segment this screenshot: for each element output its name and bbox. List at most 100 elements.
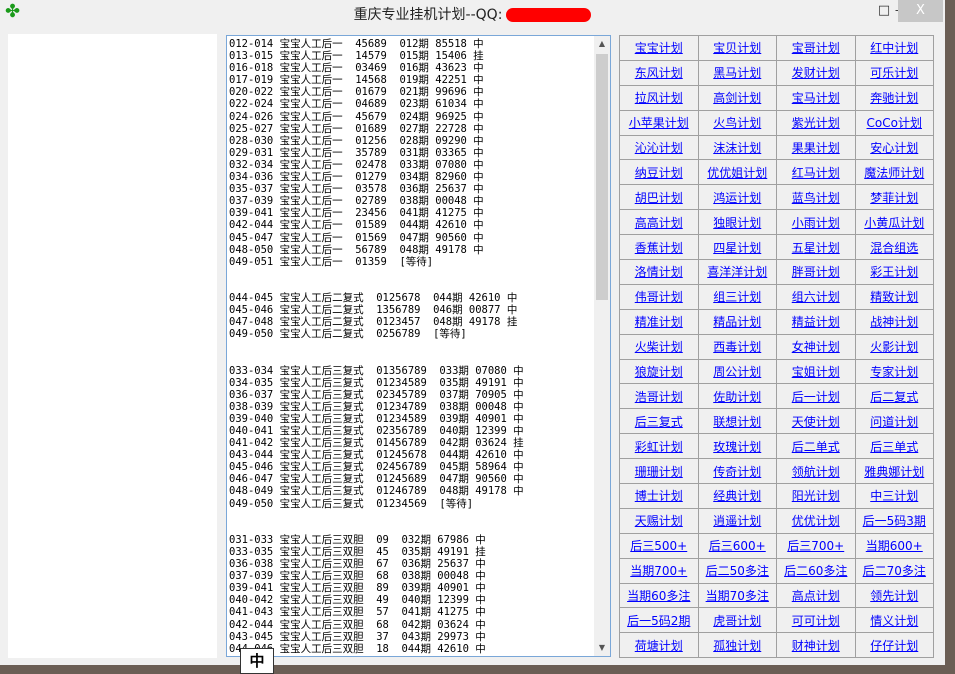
plan-link[interactable]: 宝宝计划 xyxy=(634,41,683,56)
plan-link[interactable]: 鸿运计划 xyxy=(713,190,762,205)
plan-link[interactable]: 红中计划 xyxy=(870,41,919,56)
plan-link[interactable]: 天赐计划 xyxy=(634,514,683,529)
plan-link[interactable]: 情义计划 xyxy=(870,613,919,628)
plan-link[interactable]: 后三复式 xyxy=(634,414,683,429)
plan-link[interactable]: 果果计划 xyxy=(791,141,840,155)
plan-link[interactable]: 胖哥计划 xyxy=(791,265,840,280)
plan-link[interactable]: 喜洋洋计划 xyxy=(707,265,768,280)
plan-link[interactable]: 洛情计划 xyxy=(634,265,683,280)
plan-link[interactable]: 逍遥计划 xyxy=(713,514,762,529)
plan-link[interactable]: 紫光计划 xyxy=(791,116,840,131)
plan-link[interactable]: 火鸟计划 xyxy=(713,116,762,131)
plan-link[interactable]: 宝姐计划 xyxy=(791,365,840,380)
plan-link[interactable]: 沁沁计划 xyxy=(634,141,683,155)
plan-link[interactable]: 经典计划 xyxy=(713,489,762,504)
plan-link[interactable]: 精品计划 xyxy=(713,315,762,330)
scroll-up-icon[interactable]: ▲ xyxy=(598,39,606,48)
plan-link[interactable]: 纳豆计划 xyxy=(634,165,683,180)
plan-link[interactable]: 安心计划 xyxy=(870,141,919,155)
plan-link[interactable]: 荷塘计划 xyxy=(634,638,683,653)
plan-link[interactable]: 组六计划 xyxy=(791,290,840,305)
plan-link[interactable]: 奔驰计划 xyxy=(870,91,919,106)
plan-link[interactable]: 组三计划 xyxy=(713,290,762,305)
plan-link[interactable]: 彩王计划 xyxy=(870,265,919,280)
plan-link[interactable]: 胡巴计划 xyxy=(634,190,683,205)
plan-link[interactable]: 后一5码2期 xyxy=(627,613,691,628)
vertical-scrollbar[interactable]: ▲ ▼ xyxy=(594,36,610,656)
plan-link[interactable]: 高高计划 xyxy=(634,215,683,230)
plan-link[interactable]: 虎哥计划 xyxy=(713,613,762,628)
plan-link[interactable]: 玫瑰计划 xyxy=(713,439,762,454)
plan-link[interactable]: 后三700+ xyxy=(787,539,845,554)
plan-link[interactable]: 魔法师计划 xyxy=(864,165,925,180)
scroll-down-icon[interactable]: ▼ xyxy=(598,643,606,652)
plan-link[interactable]: 混合组选 xyxy=(870,240,919,255)
plan-link[interactable]: 领航计划 xyxy=(791,464,840,479)
plan-link[interactable]: 精益计划 xyxy=(791,315,840,330)
plan-link[interactable]: 雅典娜计划 xyxy=(864,464,925,479)
plan-link[interactable]: 后三600+ xyxy=(708,539,766,554)
plan-link[interactable]: 宝哥计划 xyxy=(791,41,840,56)
scroll-thumb[interactable] xyxy=(596,54,608,300)
plan-link[interactable]: 后二单式 xyxy=(791,439,840,454)
plan-link[interactable]: 火柴计划 xyxy=(634,340,683,355)
plan-link[interactable]: 战神计划 xyxy=(870,315,919,330)
plan-link[interactable]: 黑马计划 xyxy=(713,66,762,81)
plan-link[interactable]: 专家计划 xyxy=(870,365,919,380)
plan-link[interactable]: 天使计划 xyxy=(791,414,840,429)
plan-link[interactable]: CoCo计划 xyxy=(866,116,922,131)
plan-link[interactable]: 小苹果计划 xyxy=(628,116,689,131)
plan-link[interactable]: 可可计划 xyxy=(791,613,840,628)
plan-link[interactable]: 彩虹计划 xyxy=(634,439,683,454)
plan-link[interactable]: 小黄瓜计划 xyxy=(864,215,925,230)
plan-link[interactable]: 当期70多注 xyxy=(705,589,769,604)
plan-link[interactable]: 拉风计划 xyxy=(634,91,683,106)
plan-link[interactable]: 后二70多注 xyxy=(862,564,926,579)
plan-link[interactable]: 精致计划 xyxy=(870,290,919,305)
plan-link[interactable]: 孤独计划 xyxy=(713,638,762,653)
plan-link[interactable]: 当期60多注 xyxy=(627,589,691,604)
plan-link[interactable]: 四星计划 xyxy=(713,240,762,255)
plan-link[interactable]: 仔仔计划 xyxy=(870,638,919,653)
plan-link[interactable]: 小雨计划 xyxy=(791,215,840,230)
plan-link[interactable]: 宝贝计划 xyxy=(713,41,762,56)
plan-link[interactable]: 后二50多注 xyxy=(705,564,769,579)
plan-link[interactable]: 后二复式 xyxy=(870,389,919,404)
plan-link[interactable]: 女神计划 xyxy=(791,340,840,355)
plan-link[interactable]: 当期700+ xyxy=(630,564,688,579)
plan-link[interactable]: 可乐计划 xyxy=(870,66,919,81)
plan-link[interactable]: 博士计划 xyxy=(634,489,683,504)
plan-link[interactable]: 东风计划 xyxy=(634,66,683,81)
plan-link[interactable]: 后二60多注 xyxy=(784,564,848,579)
plan-link[interactable]: 阳光计划 xyxy=(791,489,840,504)
plan-link[interactable]: 沫沫计划 xyxy=(713,141,762,155)
plan-link[interactable]: 发财计划 xyxy=(791,66,840,81)
plan-link[interactable]: 领先计划 xyxy=(870,589,919,604)
plan-link[interactable]: 联想计划 xyxy=(713,414,762,429)
close-button[interactable]: X xyxy=(898,0,943,22)
plan-link[interactable]: 五星计划 xyxy=(791,240,840,255)
plan-link[interactable]: 蓝鸟计划 xyxy=(791,190,840,205)
plan-link[interactable]: 独眼计划 xyxy=(713,215,762,230)
plan-link[interactable]: 中三计划 xyxy=(870,489,919,504)
plan-link[interactable]: 高点计划 xyxy=(791,589,840,604)
plan-link[interactable]: 火影计划 xyxy=(870,340,919,355)
maximize-button[interactable]: □ xyxy=(877,3,891,18)
plan-link[interactable]: 周公计划 xyxy=(713,365,762,380)
plan-link[interactable]: 后一5码3期 xyxy=(862,514,926,529)
results-textarea[interactable]: 012-014 宝宝人工后一 45689 012期 85518 中 013-015… xyxy=(226,35,611,657)
plan-link[interactable]: 后三单式 xyxy=(870,439,919,454)
plan-link[interactable]: 优优计划 xyxy=(791,514,840,529)
plan-link[interactable]: 珊珊计划 xyxy=(634,464,683,479)
plan-link[interactable]: 财神计划 xyxy=(791,638,840,653)
plan-link[interactable]: 精准计划 xyxy=(634,315,683,330)
plan-link[interactable]: 西毒计划 xyxy=(713,340,762,355)
plan-link[interactable]: 高剑计划 xyxy=(713,91,762,106)
plan-link[interactable]: 伟哥计划 xyxy=(634,290,683,305)
plan-link[interactable]: 问道计划 xyxy=(870,414,919,429)
plan-link[interactable]: 后三500+ xyxy=(630,539,688,554)
plan-link[interactable]: 梦菲计划 xyxy=(870,190,919,205)
plan-link[interactable]: 佐助计划 xyxy=(713,389,762,404)
plan-link[interactable]: 宝马计划 xyxy=(791,91,840,106)
plan-link[interactable]: 优优姐计划 xyxy=(707,165,768,180)
